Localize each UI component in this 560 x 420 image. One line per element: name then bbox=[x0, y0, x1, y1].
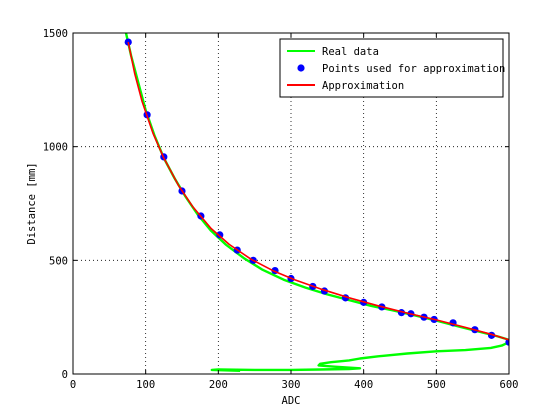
legend-box bbox=[279, 38, 504, 98]
legend-entry: Real data bbox=[287, 46, 379, 58]
x-tick-label: 600 bbox=[500, 379, 519, 391]
legend-entry: Points used for approximation bbox=[297, 63, 505, 75]
legend-swatch bbox=[297, 64, 305, 72]
legend-label: Points used for approximation bbox=[322, 63, 505, 75]
legend-label: Approximation bbox=[322, 80, 404, 92]
x-tick-label: 300 bbox=[282, 379, 301, 391]
legend-label: Real data bbox=[322, 46, 379, 58]
y-axis-label: Distance [mm] bbox=[26, 162, 38, 244]
x-tick-label: 0 bbox=[70, 379, 76, 391]
legend-entry: Approximation bbox=[287, 80, 404, 92]
x-tick-label: 200 bbox=[209, 379, 228, 391]
y-tick-label: 1500 bbox=[43, 28, 68, 40]
x-tick-label: 400 bbox=[354, 379, 373, 391]
y-tick-label: 1000 bbox=[43, 142, 68, 154]
x-axis-label: ADC bbox=[282, 395, 301, 407]
x-tick-label: 500 bbox=[427, 379, 446, 391]
series-line-approximation bbox=[127, 41, 509, 341]
series-approximation bbox=[127, 41, 509, 341]
ticks: 0 100 200 300 400 500 600 0 500 1000 1500 bbox=[43, 28, 519, 391]
y-tick-label: 500 bbox=[49, 255, 68, 267]
y-tick-label: 0 bbox=[62, 369, 68, 381]
data-point bbox=[124, 38, 132, 46]
legend: Real data Points used for approximation Ap… bbox=[279, 38, 505, 98]
series-layer bbox=[124, 33, 509, 372]
x-tick-label: 100 bbox=[136, 379, 155, 391]
